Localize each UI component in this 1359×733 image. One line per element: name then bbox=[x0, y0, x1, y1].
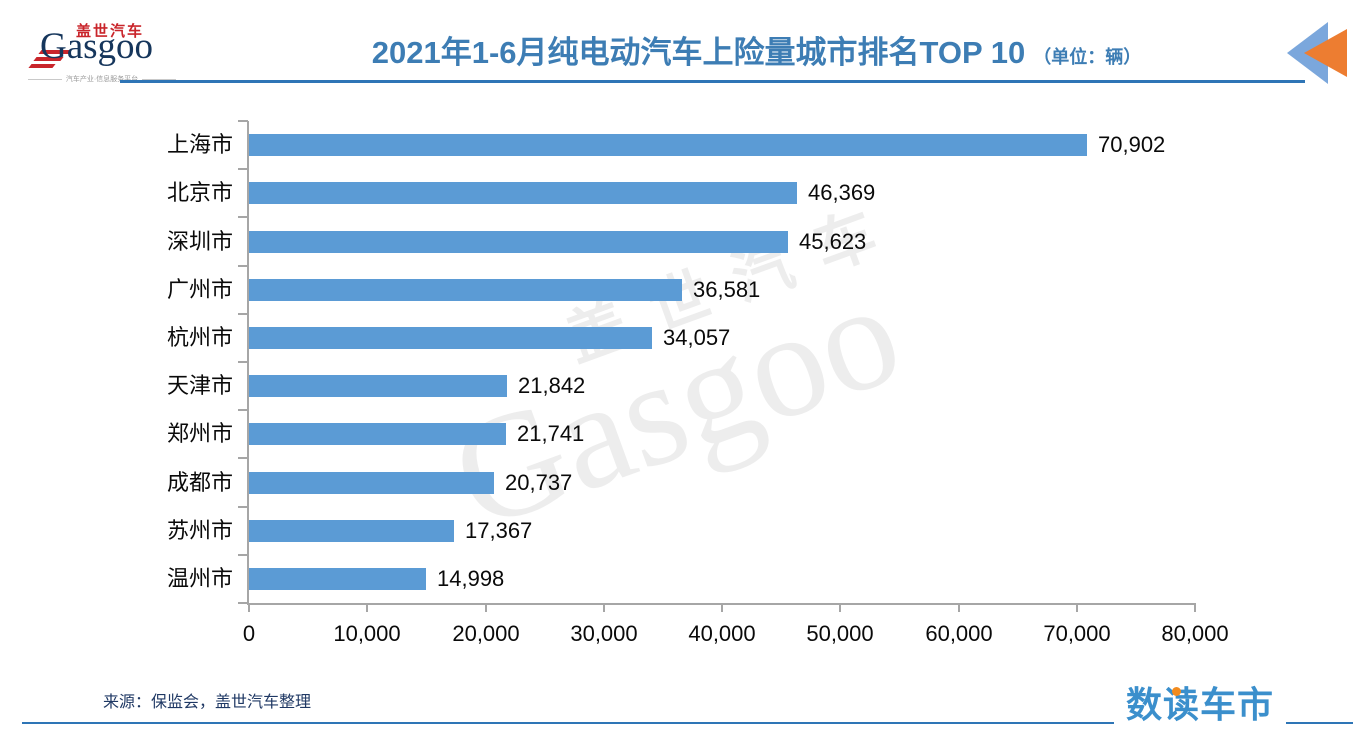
x-axis-tick bbox=[958, 603, 960, 612]
source-note: 来源：保监会，盖世汽车整理 bbox=[103, 694, 312, 711]
y-axis-tick bbox=[238, 409, 248, 411]
y-axis-tick bbox=[238, 120, 248, 122]
x-axis-tick-label: 50,000 bbox=[806, 621, 874, 646]
category-label: 广州市 bbox=[166, 277, 233, 302]
title-underline bbox=[120, 80, 1305, 83]
y-axis-tick bbox=[238, 265, 248, 267]
bar bbox=[249, 472, 494, 494]
y-axis-tick bbox=[238, 313, 248, 315]
bar-value-label: 14,998 bbox=[437, 566, 505, 591]
x-axis-tick-label: 40,000 bbox=[688, 621, 756, 646]
gasgoo-logo: 盖世汽车 Gasgoo 汽车产业·信息服务平台 bbox=[28, 12, 176, 92]
bar bbox=[249, 134, 1087, 156]
bar bbox=[249, 423, 506, 445]
x-axis-tick-label: 70,000 bbox=[1043, 621, 1111, 646]
x-axis-tick-label: 80,000 bbox=[1161, 621, 1229, 646]
bar-value-label: 21,842 bbox=[518, 373, 586, 398]
bar-value-label: 34,057 bbox=[663, 325, 731, 350]
bar-value-label: 70,902 bbox=[1098, 132, 1166, 157]
y-axis-tick bbox=[238, 506, 248, 508]
y-axis-tick bbox=[238, 554, 248, 556]
bar bbox=[249, 568, 426, 590]
gasgoo-logo-cn-text: 盖世汽车 bbox=[76, 23, 145, 40]
x-axis-tick-label: 30,000 bbox=[570, 621, 638, 646]
brand-logo-text: 数读车市 bbox=[1126, 684, 1275, 725]
brand-logo: 数读车市 bbox=[1114, 683, 1287, 727]
chart-title-text: 2021年1-6月纯电动汽车上险量城市排名TOP 10 bbox=[371, 35, 1026, 70]
footer-divider-line bbox=[22, 722, 1353, 724]
category-label: 郑州市 bbox=[166, 421, 233, 446]
category-label: 杭州市 bbox=[166, 325, 233, 350]
bar-value-label: 21,741 bbox=[517, 421, 585, 446]
x-axis-tick bbox=[721, 603, 723, 612]
bar bbox=[249, 375, 507, 397]
x-axis-tick-label: 0 bbox=[242, 621, 256, 646]
bar bbox=[249, 231, 788, 253]
bar bbox=[249, 520, 454, 542]
bar bbox=[249, 327, 652, 349]
y-axis-tick bbox=[238, 361, 248, 363]
brand-logo-orange-dot-icon bbox=[1172, 687, 1181, 696]
x-axis-tick-label: 10,000 bbox=[333, 621, 401, 646]
bar-value-label: 17,367 bbox=[465, 518, 533, 543]
x-axis-tick bbox=[1076, 603, 1078, 612]
bar-value-label: 36,581 bbox=[693, 277, 761, 302]
double-triangle-icon bbox=[1287, 22, 1347, 84]
y-axis-tick bbox=[238, 602, 248, 604]
category-label: 苏州市 bbox=[166, 518, 233, 543]
bar bbox=[249, 182, 797, 204]
gasgoo-logo-tagline: 汽车产业·信息服务平台 bbox=[28, 74, 176, 84]
x-axis-tick bbox=[1194, 603, 1196, 612]
category-label: 深圳市 bbox=[166, 229, 233, 254]
plot-area: 盖世汽车 Gasgoo 上海市 70,902 北京市 46,369 深圳市 45,623 广… bbox=[167, 120, 1229, 646]
x-axis-tick bbox=[248, 603, 250, 612]
x-axis-tick-label: 20,000 bbox=[452, 621, 520, 646]
category-label: 北京市 bbox=[166, 180, 233, 205]
chart-title-unit: （单位：辆） bbox=[1033, 47, 1142, 67]
x-axis-tick bbox=[603, 603, 605, 612]
y-axis-tick bbox=[238, 216, 248, 218]
category-label: 天津市 bbox=[166, 373, 233, 398]
bar-value-label: 45,623 bbox=[799, 229, 867, 254]
bar-value-label: 20,737 bbox=[505, 470, 573, 495]
gasgoo-logo-en-text: Gasgoo bbox=[40, 26, 154, 67]
y-axis-tick bbox=[238, 168, 248, 170]
category-label: 上海市 bbox=[166, 132, 233, 157]
x-axis-tick-label: 60,000 bbox=[925, 621, 993, 646]
x-axis-tick bbox=[366, 603, 368, 612]
category-label: 温州市 bbox=[166, 566, 233, 591]
bar-value-label: 46,369 bbox=[808, 180, 876, 205]
bar bbox=[249, 279, 682, 301]
x-axis-tick bbox=[839, 603, 841, 612]
category-label: 成都市 bbox=[166, 470, 233, 495]
chart-title: 2021年1-6月纯电动汽车上险量城市排名TOP 10 （单位：辆） bbox=[170, 27, 1343, 72]
y-axis-tick bbox=[238, 457, 248, 459]
x-axis-tick bbox=[485, 603, 487, 612]
